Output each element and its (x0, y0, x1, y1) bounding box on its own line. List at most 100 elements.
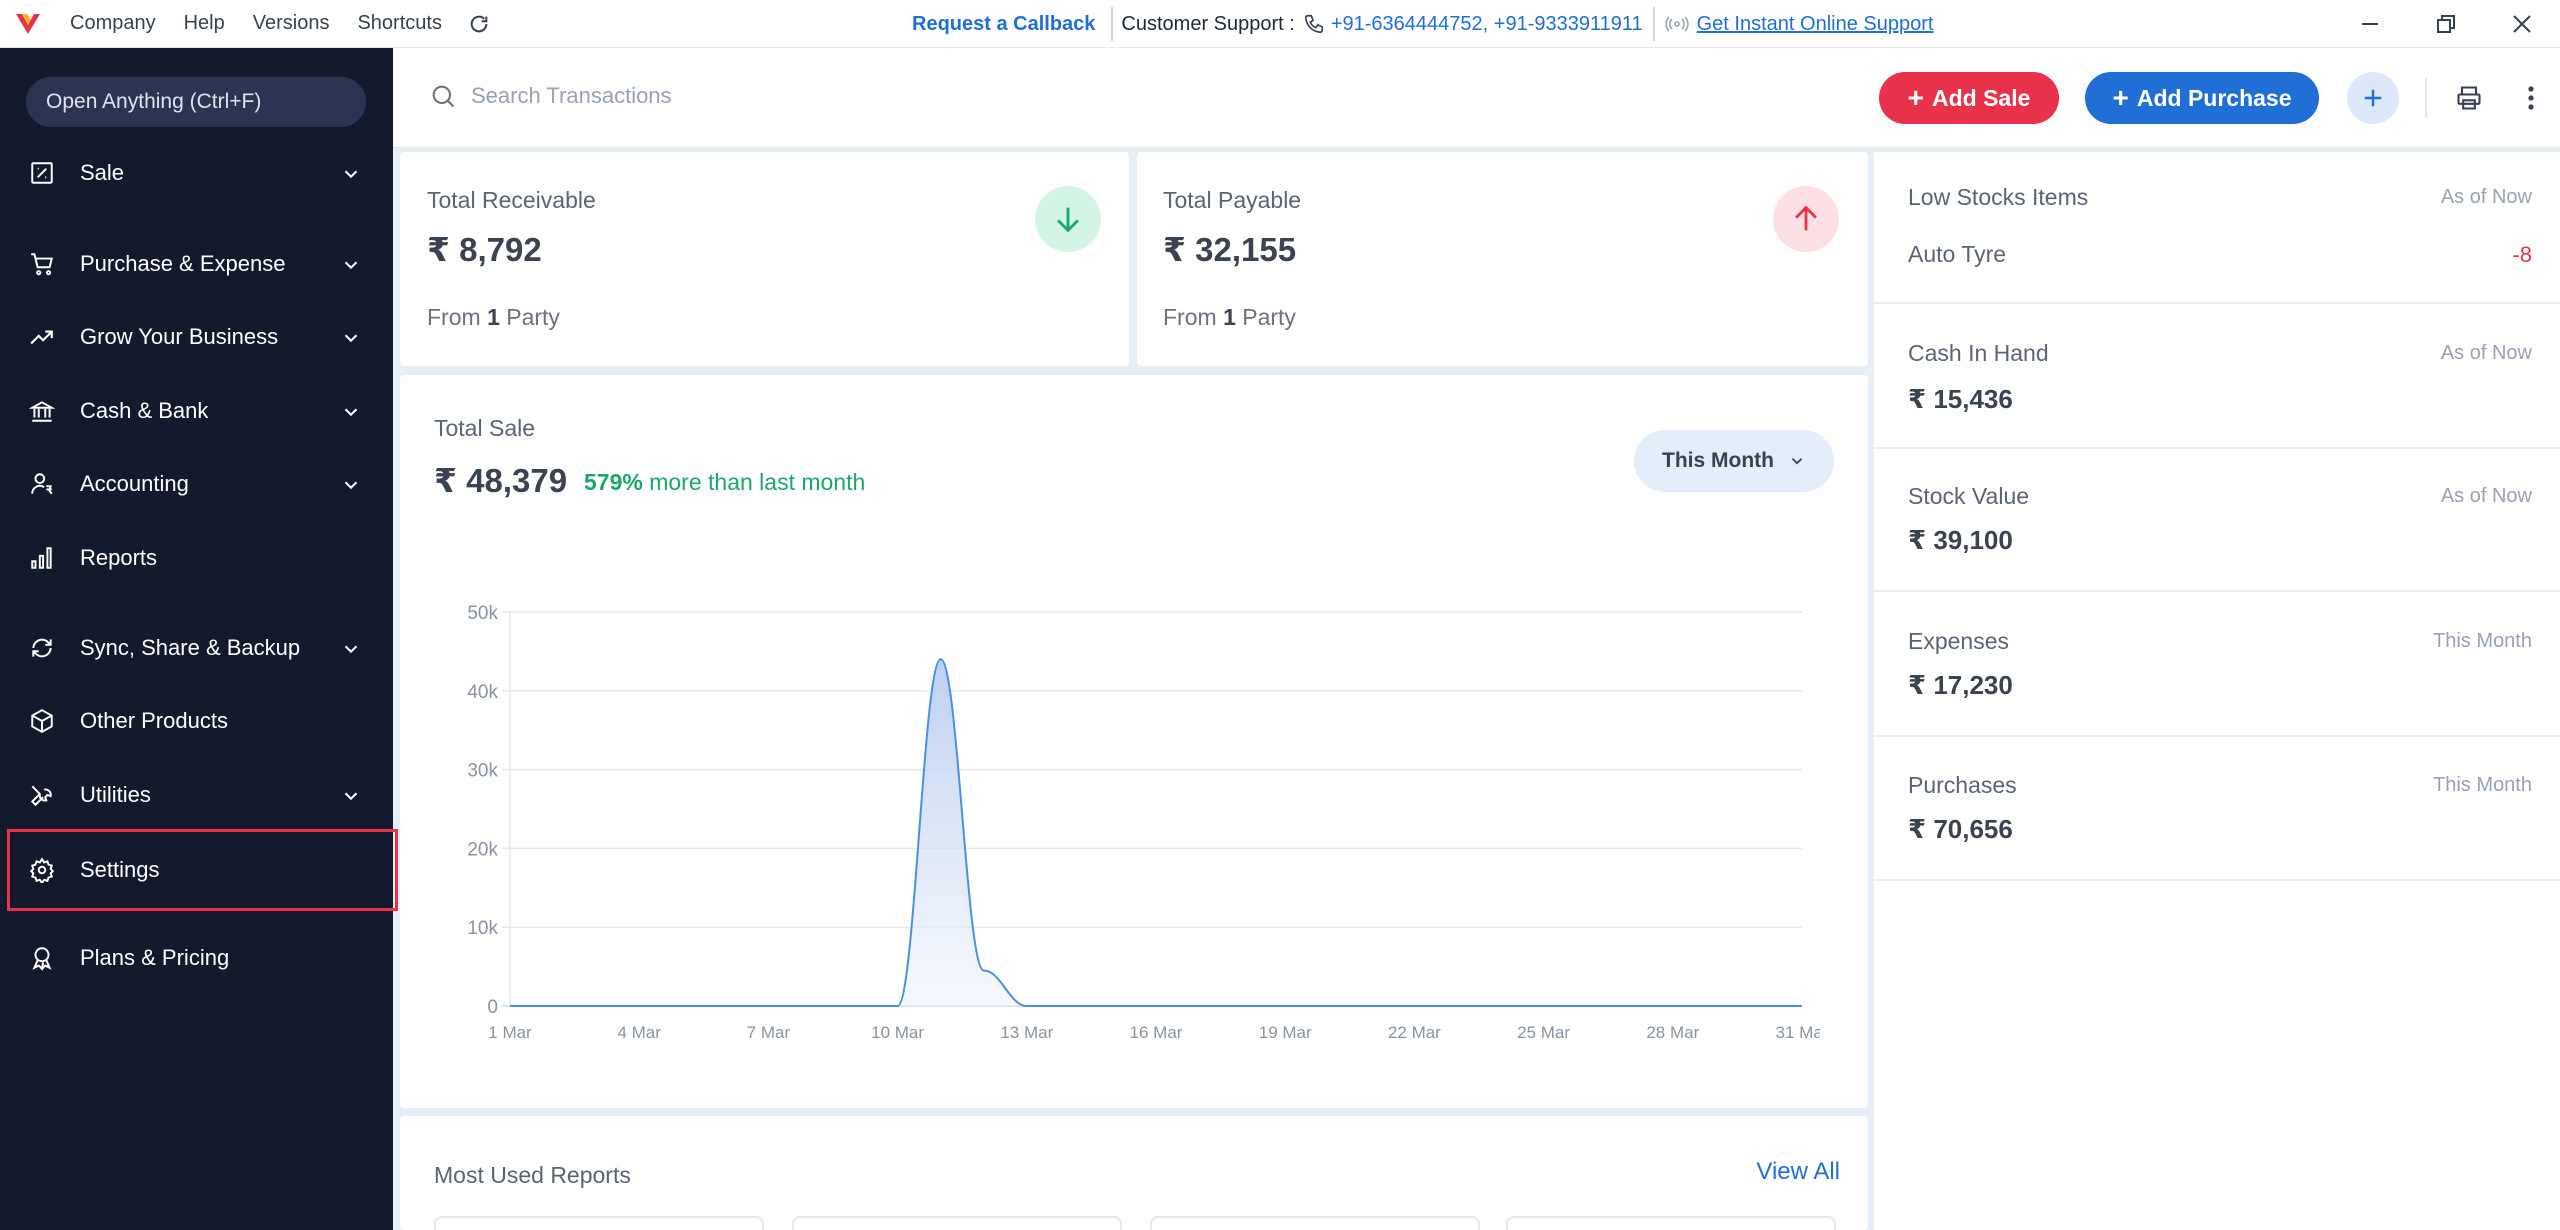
add-purchase-label: Add Purchase (2136, 84, 2292, 111)
sidebar-item-utilities[interactable]: Utilities (0, 765, 393, 825)
sidebar-item-sync-share-backup[interactable]: Sync, Share & Backup (0, 618, 393, 678)
most-used-reports-title: Most Used Reports (434, 1162, 631, 1188)
receivable-party-count: From 1 Party (427, 304, 560, 330)
add-sale-label: Add Sale (1931, 84, 2031, 111)
x-tick-label: 10 Mar (871, 1023, 924, 1042)
purchases-row[interactable]: Purchases This Month ₹ 70,656 (1874, 737, 2560, 881)
purchases-value: ₹ 70,656 (1908, 814, 2013, 844)
sidebar-item-cash-bank[interactable]: Cash & Bank (0, 381, 393, 441)
menu-versions[interactable]: Versions (252, 12, 330, 34)
y-tick-label: 0 (487, 997, 498, 1018)
x-tick-label: 1 Mar (488, 1023, 532, 1042)
sidebar-item-label: Sync, Share & Backup (80, 635, 301, 660)
card-title: Total Payable (1163, 187, 1302, 213)
most-used-reports-card: Most Used Reports View All (400, 1116, 1868, 1230)
reports-icon (28, 544, 56, 572)
stock-value-title: Stock Value (1908, 483, 2030, 509)
payable-amount: ₹ 32,155 (1163, 231, 1297, 268)
add-sale-button[interactable]: + Add Sale (1879, 72, 2059, 124)
total-sale-chart: 0 10k 20k 30k 40k 50k 1 Mar 4 Mar 7 Mar 10 Mar 13… (467, 603, 1820, 1042)
menu-company[interactable]: Company (70, 12, 156, 34)
request-callback-link[interactable]: Request a Callback (912, 7, 1114, 41)
sidebar-item-label: Grow Your Business (80, 324, 279, 349)
sidebar-item-settings[interactable]: Settings (7, 829, 398, 911)
add-purchase-button[interactable]: + Add Purchase (2085, 72, 2319, 124)
x-tick-label: 31 Mar (1776, 1023, 1820, 1042)
chevron-down-icon (344, 481, 358, 490)
report-tile[interactable] (434, 1216, 764, 1230)
stock-value-row[interactable]: Stock Value As of Now ₹ 39,100 (1874, 449, 2560, 592)
x-tick-label: 4 Mar (617, 1023, 661, 1042)
sidebar-item-label: Sale (80, 160, 125, 185)
stock-value: ₹ 39,100 (1908, 525, 2013, 555)
sidebar-item-label: Other Products (80, 708, 228, 733)
total-sale-amount: ₹ 48,379 (434, 462, 568, 499)
low-stock-title: Low Stocks Items (1908, 184, 2089, 210)
search-input[interactable] (471, 83, 971, 109)
open-anything-button[interactable]: Open Anything (Ctrl+F) (26, 77, 366, 127)
total-sale-card: Total Sale ₹ 48,379 579% more than last … (400, 375, 1868, 1108)
top-menu: Company Help Versions Shortcuts (56, 0, 502, 48)
y-tick-label: 10k (467, 918, 498, 939)
cart-icon (28, 250, 56, 278)
sale-area (510, 659, 1802, 1006)
print-icon[interactable] (2449, 78, 2489, 118)
cash-as-of: As of Now (2440, 342, 2532, 364)
close-icon[interactable] (2484, 0, 2560, 48)
sidebar-item-reports[interactable]: Reports (0, 528, 393, 588)
period-dropdown[interactable]: This Month (1634, 430, 1834, 492)
y-tick-label: 20k (467, 839, 498, 860)
y-tick-label: 50k (467, 603, 498, 624)
plus-icon: + (2112, 82, 2129, 113)
total-receivable-card[interactable]: Total Receivable ₹ 8,792 From 1 Party (400, 152, 1129, 366)
sidebar-item-purchase-expense[interactable]: Purchase & Expense (0, 234, 393, 294)
report-tile[interactable] (1506, 1216, 1836, 1230)
sync-icon (28, 634, 56, 662)
search-box[interactable] (429, 74, 1029, 118)
sidebar: Open Anything (Ctrl+F) Sale Purchase & E… (0, 48, 398, 1230)
low-stock-row[interactable]: Low Stocks Items As of Now Auto Tyre -8 (1874, 152, 2560, 304)
add-more-button[interactable] (2347, 72, 2399, 124)
sale-line (509, 658, 1802, 1007)
y-tick-label: 40k (467, 682, 498, 703)
expenses-row[interactable]: Expenses This Month ₹ 17,230 (1874, 592, 2560, 737)
refresh-icon[interactable] (456, 13, 502, 35)
chevron-down-icon (344, 408, 358, 417)
receivable-amount: ₹ 8,792 (427, 231, 542, 268)
phone-icon (1303, 13, 1325, 35)
minimize-icon[interactable] (2332, 0, 2408, 48)
sidebar-item-accounting[interactable]: Accounting (0, 454, 393, 514)
restore-icon[interactable] (2408, 0, 2484, 48)
chevron-down-icon (344, 645, 358, 654)
plus-icon (2364, 89, 2382, 107)
period-label: This Month (1662, 449, 1774, 472)
title-bar: Company Help Versions Shortcuts Request … (0, 0, 2560, 48)
sidebar-item-grow-business[interactable]: Grow Your Business (0, 307, 393, 367)
sidebar-item-plans-pricing[interactable]: Plans & Pricing (0, 928, 393, 988)
award-icon (28, 944, 56, 972)
arrow-up-icon (1773, 186, 1839, 252)
wrench-icon (28, 781, 56, 809)
total-sale-title: Total Sale (434, 415, 536, 441)
report-tile[interactable] (1150, 1216, 1480, 1230)
report-tile[interactable] (792, 1216, 1122, 1230)
card-title: Total Receivable (427, 187, 596, 213)
sidebar-item-other-products[interactable]: Other Products (0, 691, 393, 751)
cash-in-hand-row[interactable]: Cash In Hand As of Now ₹ 15,436 (1874, 304, 2560, 449)
plus-icon: + (1907, 82, 1924, 113)
menu-help[interactable]: Help (183, 12, 225, 34)
window-controls (2332, 0, 2560, 48)
more-vertical-icon[interactable] (2511, 78, 2551, 118)
chevron-down-icon (344, 261, 358, 270)
menu-shortcuts[interactable]: Shortcuts (357, 12, 442, 34)
support-phone[interactable]: +91-6364444752, +91-9333911911 (1331, 7, 1655, 41)
view-all-link[interactable]: View All (1756, 1158, 1840, 1185)
chevron-down-icon (344, 334, 358, 343)
chevron-down-icon (344, 170, 358, 179)
total-payable-card[interactable]: Total Payable ₹ 32,155 From 1 Party (1137, 152, 1868, 366)
gear-icon (28, 856, 56, 884)
online-support-link[interactable]: Get Instant Online Support (1696, 12, 1934, 35)
search-icon (432, 85, 455, 108)
x-tick-label: 28 Mar (1646, 1023, 1699, 1042)
sidebar-item-sale[interactable]: Sale (0, 143, 393, 203)
